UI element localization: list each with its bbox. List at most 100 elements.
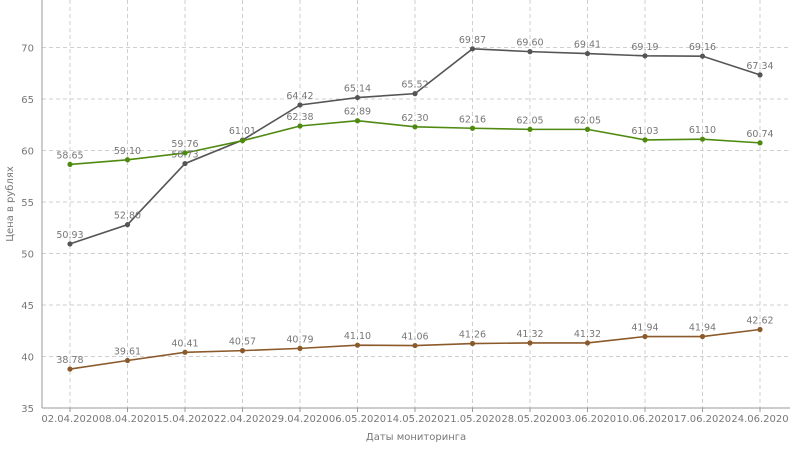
data-label: 58.73: [171, 150, 198, 161]
axes: 35 40 45 50 55 60 65 70 02.04.2020 08.04.2020 15.0…: [21, 0, 790, 425]
x-tick-label: 06.05.2020: [329, 414, 386, 425]
data-label: 40.41: [171, 338, 198, 349]
data-label: 69.41: [574, 40, 601, 51]
data-point: [67, 366, 73, 372]
data-point: [412, 91, 418, 97]
x-tick-label: 15.04.2020: [156, 414, 213, 425]
data-label: 65.14: [344, 84, 371, 95]
data-label: 60.74: [746, 129, 773, 140]
y-tick-label: 55: [21, 198, 34, 209]
data-label: 64.42: [286, 91, 313, 102]
data-point: [354, 94, 361, 101]
data-point: [584, 126, 591, 132]
data-point: [527, 340, 533, 346]
data-label: 62.05: [516, 115, 543, 126]
data-label: 62.89: [344, 107, 371, 118]
data-point: [469, 340, 476, 347]
x-tick-label: 29.04.2020: [271, 414, 328, 425]
data-point: [67, 161, 73, 168]
x-tick-label: 24.06.2020: [731, 414, 788, 425]
data-point: [239, 348, 246, 354]
data-point: [124, 222, 131, 228]
data-point: [297, 102, 303, 108]
data-label: 41.32: [516, 329, 543, 340]
data-label: 41.06: [401, 332, 428, 343]
x-tick-label: 08.04.2020: [99, 414, 156, 425]
data-label: 62.38: [286, 112, 313, 123]
data-label: 62.30: [401, 113, 428, 124]
y-tick-label: 70: [21, 44, 34, 55]
data-label: 39.61: [114, 347, 141, 358]
x-tick-label: 14.05.2020: [386, 414, 443, 425]
data-label: 59.76: [171, 139, 198, 150]
data-point: [182, 349, 188, 355]
data-label: 61.01: [229, 126, 256, 137]
data-label: 69.19: [631, 42, 658, 53]
data-point: [699, 53, 706, 59]
data-point: [699, 136, 706, 142]
data-point: [699, 333, 706, 340]
data-point: [642, 137, 648, 143]
data-labels: 50.93 52.80 58.73 61.01 64.42 65.14 65.52 69.87…: [56, 35, 773, 366]
y-tick-label: 40: [21, 353, 34, 364]
data-point: [182, 150, 188, 156]
y-tick-label: 45: [21, 301, 34, 312]
data-label: 69.60: [516, 38, 543, 49]
data-label: 42.62: [746, 316, 773, 327]
data-label: 41.10: [344, 331, 371, 342]
data-point: [527, 49, 533, 55]
series-layer: [67, 46, 763, 372]
data-point: [297, 345, 303, 351]
data-label: 61.10: [689, 125, 716, 136]
data-point: [182, 160, 188, 167]
data-label: 38.78: [56, 355, 83, 366]
data-label: 69.87: [459, 35, 486, 46]
grid: [42, 0, 790, 408]
x-tick-label: 22.04.2020: [214, 414, 271, 425]
data-label: 58.65: [56, 150, 83, 161]
data-point: [757, 326, 763, 333]
y-tick-label: 50: [21, 250, 34, 261]
x-tick-label: 10.06.2020: [616, 414, 673, 425]
x-tick-label: 17.06.2020: [674, 414, 731, 425]
data-label: 40.79: [286, 334, 313, 345]
data-point: [354, 118, 361, 124]
y-axis-title: Цена в рублях: [5, 166, 16, 242]
data-label: 41.94: [631, 323, 658, 334]
data-point: [584, 50, 591, 57]
data-point: [757, 72, 763, 78]
data-point: [67, 241, 73, 247]
data-point: [527, 126, 533, 132]
data-point: [642, 53, 648, 59]
x-tick-label: 02.04.2020: [41, 414, 98, 425]
y-tick-label: 60: [21, 147, 34, 158]
data-label: 62.16: [459, 114, 486, 125]
x-tick-label: 03.06.2020: [559, 414, 616, 425]
data-label: 62.05: [574, 115, 601, 126]
data-label: 41.32: [574, 329, 601, 340]
data-point: [642, 333, 648, 340]
x-tick-label: 28.05.2020: [501, 414, 558, 425]
data-point: [584, 340, 591, 346]
data-point: [124, 157, 131, 163]
data-point: [412, 124, 418, 130]
y-tick-label: 35: [21, 404, 34, 415]
data-label: 50.93: [56, 230, 83, 241]
data-point: [297, 123, 303, 129]
x-tick-label: 21.05.2020: [444, 414, 501, 425]
data-label: 52.80: [114, 211, 141, 222]
data-label: 67.34: [746, 61, 773, 72]
data-point: [469, 125, 476, 131]
data-point: [469, 46, 476, 52]
data-label: 41.26: [459, 330, 486, 341]
data-point: [124, 357, 131, 364]
data-point: [757, 140, 763, 146]
data-point: [239, 138, 246, 144]
y-tick-label: 65: [21, 95, 34, 106]
data-point: [412, 342, 418, 349]
data-label: 59.10: [114, 146, 141, 157]
data-label: 65.52: [401, 80, 428, 91]
data-label: 40.57: [229, 337, 256, 348]
data-label: 61.03: [631, 126, 658, 137]
